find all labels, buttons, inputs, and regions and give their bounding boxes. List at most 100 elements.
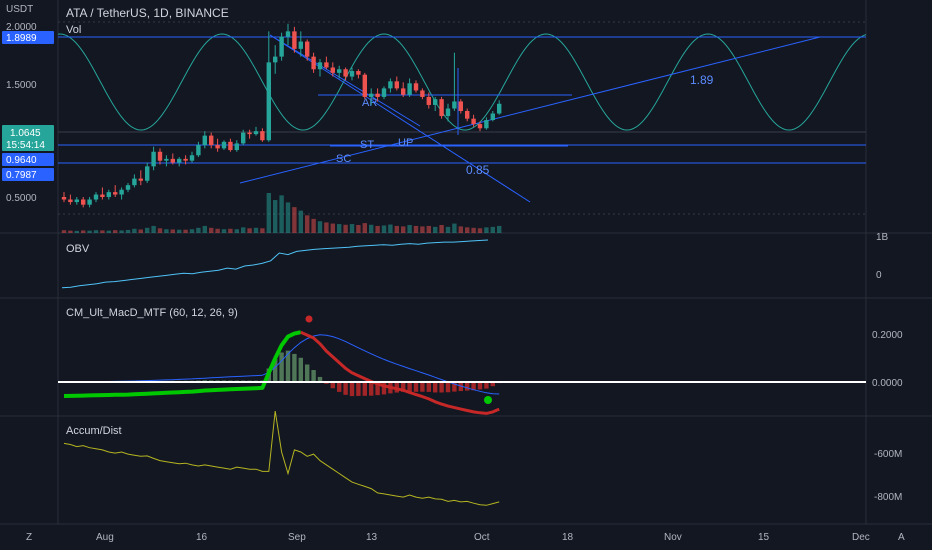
candle[interactable] (381, 86, 387, 100)
candle[interactable] (433, 96, 438, 111)
candle[interactable] (407, 78, 412, 97)
candle[interactable] (266, 31, 271, 142)
obv-tick: 1B (876, 232, 889, 243)
volume-bar (164, 229, 169, 233)
candle[interactable] (305, 39, 310, 61)
candles[interactable] (61, 23, 502, 208)
candle[interactable] (317, 59, 323, 77)
candle[interactable] (349, 67, 355, 81)
drawing-lines[interactable] (58, 34, 866, 203)
candle[interactable] (362, 72, 367, 100)
candle[interactable] (260, 128, 265, 142)
candle[interactable] (164, 155, 169, 167)
candle[interactable] (337, 65, 342, 79)
macd-title[interactable]: CM_Ult_MacD_MTF (60, 12, 26, 9) (66, 307, 238, 319)
candle[interactable] (375, 88, 380, 102)
label-wyckoff-sc: SC (336, 153, 351, 165)
symbol-title[interactable]: ATA / TetherUS, 1D, BINANCE (66, 6, 229, 20)
volume-bar (458, 226, 463, 233)
candle[interactable] (484, 117, 489, 130)
candle[interactable] (151, 146, 156, 171)
macd-cross-dot (484, 396, 492, 404)
candle[interactable] (273, 45, 278, 74)
candle[interactable] (465, 108, 470, 122)
candle[interactable] (196, 141, 201, 158)
candle[interactable] (253, 126, 259, 136)
volume-label[interactable]: Vol (66, 24, 81, 36)
candle[interactable] (183, 155, 188, 165)
candle[interactable] (113, 185, 118, 197)
candle[interactable] (81, 197, 86, 208)
time-label: 13 (366, 532, 378, 543)
candle[interactable] (132, 174, 137, 188)
zoom-reset-button[interactable]: Z (26, 532, 32, 543)
candle[interactable] (221, 140, 227, 151)
price-badge[interactable]: 0.7987 (2, 168, 54, 181)
candle[interactable] (106, 189, 111, 200)
candle[interactable] (324, 56, 329, 70)
candle[interactable] (388, 78, 393, 93)
price-badge-current[interactable]: 1.0645 15:54:14 (2, 125, 54, 151)
candle[interactable] (477, 121, 483, 132)
candle[interactable] (209, 132, 214, 149)
candle[interactable] (401, 82, 406, 97)
candle[interactable] (394, 76, 399, 91)
candle[interactable] (157, 148, 163, 165)
candle[interactable] (330, 62, 335, 77)
volume-bar (292, 207, 297, 233)
candle[interactable] (439, 96, 444, 119)
candle[interactable] (445, 103, 451, 122)
candle[interactable] (177, 157, 182, 167)
trend-line-rising[interactable] (239, 36, 821, 184)
macd-hist-bar (381, 382, 387, 395)
price-badge[interactable]: 0.9640 (2, 153, 54, 166)
candle[interactable] (490, 111, 495, 122)
candle[interactable] (298, 31, 303, 57)
candle[interactable] (61, 192, 67, 203)
candle[interactable] (215, 138, 220, 152)
candle[interactable] (292, 26, 297, 53)
candle[interactable] (68, 194, 73, 205)
price-badge[interactable]: 1.8989 (2, 31, 54, 44)
candle[interactable] (311, 52, 316, 73)
candle[interactable] (189, 151, 195, 163)
candle[interactable] (497, 100, 502, 115)
candle[interactable] (471, 114, 476, 127)
candle[interactable] (413, 80, 419, 93)
candle[interactable] (241, 129, 246, 146)
candle[interactable] (145, 162, 150, 183)
candle[interactable] (247, 129, 252, 139)
candle[interactable] (138, 170, 143, 186)
candle[interactable] (426, 92, 431, 109)
candle[interactable] (420, 88, 425, 100)
auto-scale-button[interactable]: A (898, 532, 905, 543)
macd-hist-bar (305, 364, 310, 382)
candle[interactable] (356, 69, 361, 79)
candle[interactable] (125, 182, 131, 193)
candle[interactable] (93, 192, 99, 203)
candle[interactable] (74, 197, 79, 205)
candle[interactable] (202, 131, 207, 149)
volume-bar (317, 221, 323, 233)
candle[interactable] (452, 52, 457, 111)
candle[interactable] (458, 99, 463, 114)
candle[interactable] (369, 88, 374, 105)
candle[interactable] (279, 32, 284, 61)
trend-line-falling-2[interactable] (269, 34, 421, 127)
macd-hist-bar (471, 382, 476, 391)
accum-title[interactable]: Accum/Dist (66, 425, 122, 437)
candle[interactable] (87, 197, 92, 208)
obv-title[interactable]: OBV (66, 243, 90, 255)
candle[interactable] (234, 140, 239, 152)
candle[interactable] (170, 153, 175, 165)
time-axis[interactable]: Aug 16 Sep 13 Oct 18 Nov 15 Dec (96, 532, 870, 543)
candle[interactable] (343, 67, 348, 81)
candle[interactable] (228, 138, 233, 152)
candle[interactable] (285, 23, 291, 46)
candle[interactable] (100, 187, 105, 200)
volume-bar (177, 229, 182, 233)
volume-bar (93, 230, 99, 233)
candle[interactable] (119, 187, 124, 200)
volume-bar (401, 226, 406, 233)
